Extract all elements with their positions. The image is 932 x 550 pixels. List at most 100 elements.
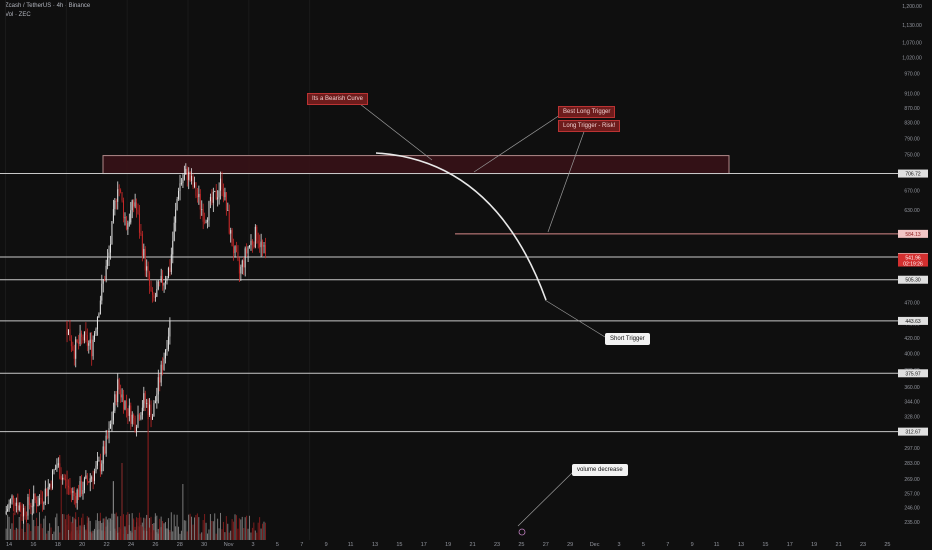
volume-bar <box>46 533 48 540</box>
volume-bar <box>27 523 29 540</box>
volume-bar <box>44 515 46 540</box>
candle <box>241 260 243 267</box>
volume-bar <box>250 532 252 540</box>
x-tick-label: 19 <box>811 542 817 548</box>
candle <box>53 469 55 471</box>
volume-bar <box>92 530 94 540</box>
volume-bar <box>33 519 35 540</box>
candle <box>205 221 207 223</box>
candle <box>111 420 113 425</box>
candle <box>99 300 101 314</box>
candle <box>147 266 149 273</box>
candle <box>88 481 90 483</box>
volume-bar <box>43 518 45 540</box>
candle <box>109 244 111 253</box>
x-tick-label: 24 <box>128 542 134 548</box>
candle <box>88 343 90 346</box>
candle <box>44 488 46 503</box>
candle <box>141 234 143 256</box>
candle <box>128 222 130 224</box>
x-tick-label: 5 <box>276 542 279 548</box>
candle <box>50 483 52 489</box>
candle <box>73 491 75 497</box>
volume-bar <box>91 531 93 540</box>
volume-bar <box>166 528 168 540</box>
volume-bar <box>108 518 110 540</box>
candle <box>137 414 139 428</box>
volume-bar <box>201 532 203 540</box>
candle <box>120 389 122 398</box>
price-tag-443.63 <box>898 316 928 325</box>
candle <box>167 268 169 279</box>
x-tick-label: Nov <box>224 542 234 548</box>
candle <box>140 415 142 420</box>
volume-bar <box>131 513 133 540</box>
y-tick-label: 830.00 <box>904 121 920 127</box>
bearish-curve <box>375 152 547 301</box>
volume-bar <box>159 527 161 540</box>
volume-bar <box>39 512 40 540</box>
y-tick-label: 1,070.00 <box>902 40 922 46</box>
volume-bar <box>235 515 237 540</box>
candle <box>118 189 120 191</box>
volume-bar <box>12 512 14 540</box>
volume-bar <box>65 519 67 540</box>
volume-bar <box>247 528 249 540</box>
volume-bar <box>125 530 127 540</box>
candle <box>263 245 265 247</box>
chart-title: Zcash / TetherUS · 4h · Binance <box>5 3 91 9</box>
volume-bar <box>56 513 58 540</box>
volume-bar <box>167 518 169 540</box>
volume-bar <box>214 513 216 540</box>
candle <box>112 209 114 222</box>
candle <box>112 410 114 421</box>
volume-bar <box>209 514 211 540</box>
candle <box>131 200 133 211</box>
volume-bar <box>260 528 262 540</box>
y-tick-label: 1,020.00 <box>902 55 922 61</box>
volume-bar <box>186 531 188 540</box>
candle <box>104 446 106 454</box>
candle <box>78 489 80 498</box>
candle <box>76 489 78 504</box>
volume-bar <box>131 532 133 540</box>
candle <box>72 346 74 351</box>
candle <box>130 210 132 223</box>
candle <box>169 268 171 272</box>
x-tick-label: 5 <box>642 542 645 548</box>
volume-bar <box>146 531 148 540</box>
candle <box>25 515 27 517</box>
bearish-curve-leader <box>359 103 433 161</box>
volume-bar <box>228 532 230 540</box>
volume-bar <box>178 526 179 540</box>
volume-bar <box>143 530 145 540</box>
candle <box>165 349 166 359</box>
candle <box>20 505 22 512</box>
candle <box>224 192 226 198</box>
candle <box>185 168 187 175</box>
candle <box>251 240 253 245</box>
volume-bar <box>240 519 242 540</box>
candle <box>67 329 69 335</box>
candle <box>108 428 110 439</box>
volume-bar <box>150 516 152 540</box>
volume-bar <box>221 529 223 540</box>
volume-bar <box>218 528 220 540</box>
candle <box>207 220 208 222</box>
volume-bar <box>169 530 171 540</box>
volume-bar <box>154 513 156 540</box>
x-tick-label: 26 <box>152 542 158 548</box>
x-tick-label: 29 <box>567 542 573 548</box>
candle <box>86 335 88 346</box>
volume-bar <box>172 531 174 540</box>
candle <box>154 401 156 404</box>
volume-bar <box>162 523 164 540</box>
candle <box>144 248 146 271</box>
candle <box>75 496 77 504</box>
volume-bar <box>69 515 71 540</box>
volume-bar <box>11 523 13 540</box>
y-tick-label: 630.00 <box>904 208 920 214</box>
volume-bar <box>82 513 84 540</box>
candle <box>169 320 171 337</box>
